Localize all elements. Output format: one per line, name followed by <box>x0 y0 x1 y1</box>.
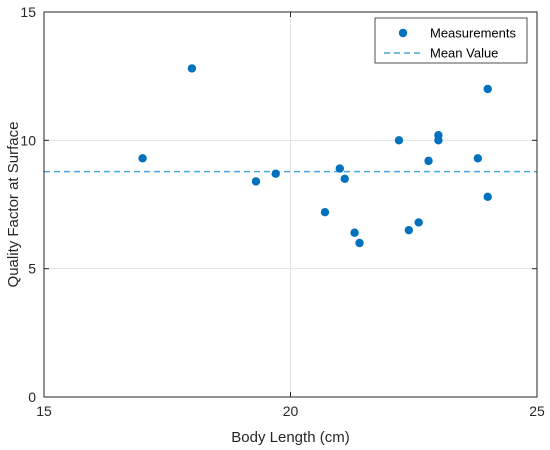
y-axis-ticks: 0 5 10 15 <box>20 4 537 405</box>
data-points <box>138 64 492 248</box>
data-point <box>340 174 349 184</box>
data-point <box>335 164 344 173</box>
data-point <box>404 225 414 235</box>
y-axis-label: Quality Factor at Surface <box>5 122 22 288</box>
data-point <box>350 228 359 237</box>
legend-label-measurements: Measurements <box>430 26 516 41</box>
y-tick-label: 0 <box>28 389 36 405</box>
legend-marker-measurements <box>398 28 408 38</box>
data-point <box>434 136 443 145</box>
legend: Measurements Mean Value <box>374 17 528 64</box>
legend-box <box>374 17 528 64</box>
data-point <box>138 154 147 163</box>
y-tick-label: 5 <box>28 261 36 277</box>
legend-label-mean: Mean Value <box>430 46 498 61</box>
data-point <box>251 177 261 186</box>
x-tick-label: 15 <box>36 403 52 419</box>
data-point <box>394 136 404 145</box>
data-point <box>424 156 433 166</box>
data-point <box>187 64 197 73</box>
y-tick-label: 15 <box>20 4 36 20</box>
x-tick-label: 20 <box>283 403 299 419</box>
x-axis-ticks: 15 20 25 <box>36 12 545 419</box>
data-point <box>271 169 280 178</box>
data-point <box>473 154 483 163</box>
x-axis-label: Body Length (cm) <box>231 429 349 446</box>
data-point <box>355 238 364 248</box>
data-point <box>483 192 492 201</box>
y-tick-label: 10 <box>20 132 36 148</box>
x-tick-label: 25 <box>529 403 545 419</box>
data-point <box>483 84 492 94</box>
data-point <box>414 218 423 227</box>
data-point <box>320 208 330 217</box>
